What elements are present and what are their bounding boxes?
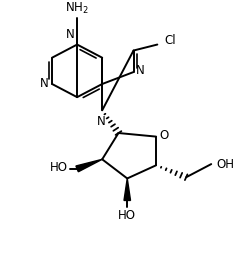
Text: NH$_2$: NH$_2$ <box>65 1 89 16</box>
Text: N: N <box>136 64 145 77</box>
Text: N: N <box>40 77 49 90</box>
Text: HO: HO <box>50 161 68 174</box>
Text: N: N <box>97 114 105 128</box>
Text: Cl: Cl <box>165 35 176 48</box>
Polygon shape <box>124 178 131 200</box>
Text: O: O <box>160 129 169 142</box>
Text: N: N <box>66 28 75 41</box>
Text: HO: HO <box>118 209 136 222</box>
Text: OH: OH <box>216 158 234 171</box>
Polygon shape <box>76 159 102 172</box>
